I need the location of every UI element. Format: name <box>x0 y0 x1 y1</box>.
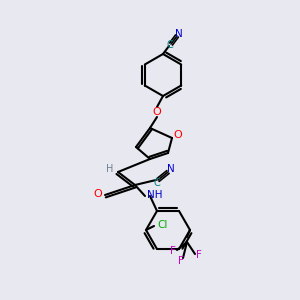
Text: F: F <box>196 250 202 260</box>
Text: O: O <box>153 107 161 117</box>
Text: NH: NH <box>147 190 163 200</box>
Text: O: O <box>94 189 102 199</box>
Text: H: H <box>106 164 114 174</box>
Text: Cl: Cl <box>158 220 168 230</box>
Text: O: O <box>174 130 182 140</box>
Text: C: C <box>154 178 160 188</box>
Text: F: F <box>178 256 184 266</box>
Text: C: C <box>167 40 173 50</box>
Text: N: N <box>175 29 183 39</box>
Text: F: F <box>170 246 176 256</box>
Text: N: N <box>167 164 175 174</box>
